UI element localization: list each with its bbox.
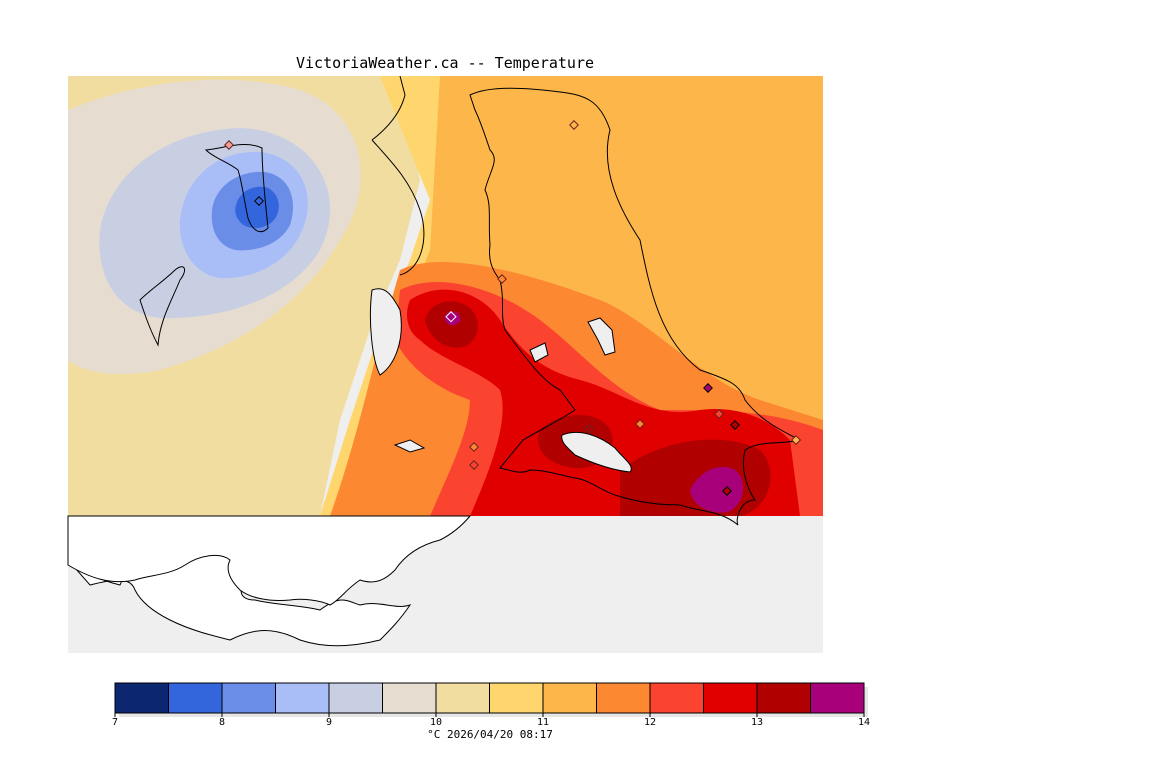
contour-14 (690, 466, 744, 513)
legend-swatch (114, 682, 169, 714)
legend-tick-label: 9 (325, 717, 333, 728)
station-diamond (722, 486, 732, 496)
legend-tick-label: 11 (536, 717, 550, 728)
coast-northwest-island (204, 144, 269, 233)
island-2 (529, 342, 549, 363)
legend-swatch (435, 682, 490, 714)
legend-swatch (382, 682, 437, 714)
station-diamond (791, 435, 801, 445)
station-diamond (445, 311, 457, 323)
station-diamond (703, 383, 713, 393)
island-4 (561, 431, 632, 473)
island-3 (393, 439, 426, 453)
station-diamond (714, 409, 724, 419)
station-diamond (584, 424, 594, 434)
legend-swatch (596, 682, 651, 714)
units-timestamp: °C 2026/04/20 08:17 (427, 728, 553, 741)
station-diamond (635, 419, 645, 429)
legend-swatch (756, 682, 811, 714)
legend-swatch (542, 682, 597, 714)
legend-swatch (221, 682, 276, 714)
station-diamond (730, 420, 740, 430)
contour-7 (235, 186, 279, 229)
coast-upper-east (371, 75, 425, 276)
legend-swatch (810, 682, 865, 714)
station-diamond (469, 442, 479, 452)
legend-tick-label: 14 (857, 717, 871, 728)
coastlines (67, 75, 802, 647)
legend-tick-label: 7 (111, 717, 119, 728)
legend-swatch (703, 682, 758, 714)
station-markers (224, 120, 801, 496)
station-diamond (569, 120, 579, 130)
station-diamond (497, 274, 507, 284)
legend-swatch (328, 682, 383, 714)
legend-tick-label: 10 (429, 717, 443, 728)
station-diamond (254, 196, 264, 206)
station-diamond (469, 460, 479, 470)
legend-colorbar (114, 682, 868, 717)
legend-tick-label: 13 (750, 717, 764, 728)
island-1 (587, 317, 616, 356)
coast-west-inlet (369, 288, 402, 376)
coast-south-upper (67, 515, 472, 606)
station-diamond (224, 140, 234, 150)
map-title: VictoriaWeather.ca -- Temperature (295, 54, 594, 72)
legend-swatch (489, 682, 544, 714)
legend-tick-label: 8 (218, 717, 226, 728)
legend-tick-label: 12 (643, 717, 657, 728)
legend-swatch (649, 682, 704, 714)
legend-swatch (168, 682, 223, 714)
legend-swatch (275, 682, 330, 714)
coast-northwest-arm (139, 266, 186, 347)
coast-peninsula (469, 87, 802, 526)
temperature-field (68, 76, 823, 516)
